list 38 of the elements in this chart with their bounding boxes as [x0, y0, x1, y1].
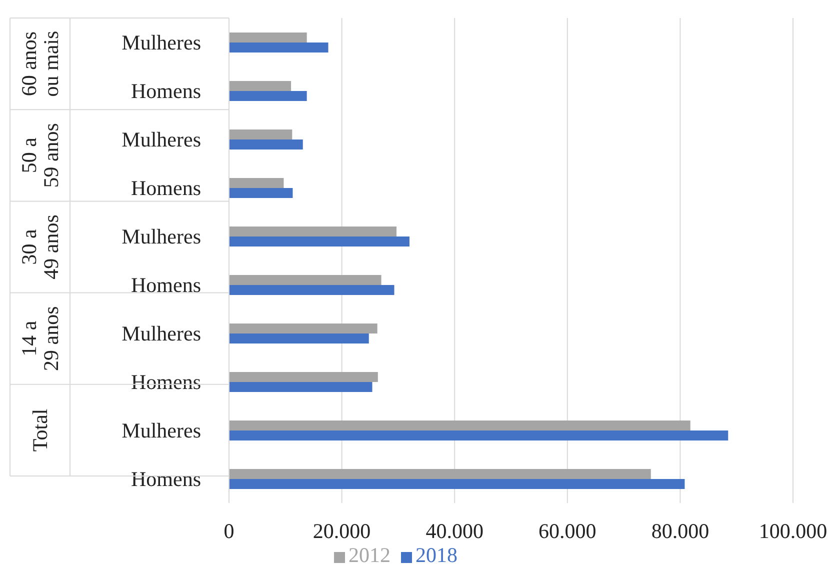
bar	[229, 140, 303, 150]
y-tick-label: Homens	[131, 79, 201, 104]
x-tick-label: 20.000	[312, 518, 371, 543]
y-tick-label: Mulheres	[122, 418, 201, 443]
y-tick-label: Homens	[131, 273, 201, 298]
legend-label: 2018	[416, 543, 458, 567]
bar	[229, 42, 328, 53]
x-tick-label: 60.000	[538, 518, 596, 543]
y-tick-label: Homens	[131, 176, 201, 200]
x-tick-label: 80.000	[651, 518, 710, 543]
bar	[229, 236, 410, 247]
y-tick-label: Mulheres	[122, 322, 201, 346]
bar	[229, 324, 378, 334]
bar	[229, 420, 690, 431]
y-tick-label: Mulheres	[122, 224, 201, 249]
bar	[229, 81, 292, 92]
bar	[229, 226, 397, 237]
bar	[229, 382, 372, 392]
x-tick-label: 0	[224, 518, 234, 543]
x-tick-label: 100.000	[758, 518, 828, 543]
bar	[229, 372, 378, 382]
bar	[229, 188, 293, 198]
y-tick-label: Homens	[131, 467, 201, 492]
bar	[229, 334, 369, 344]
bar	[229, 275, 382, 286]
x-tick-label: 40.000	[426, 518, 484, 543]
bar	[229, 178, 284, 188]
bar	[229, 430, 728, 441]
bar	[229, 285, 394, 296]
y-tick-label: Homens	[131, 370, 201, 394]
bar	[229, 91, 307, 102]
bar	[229, 32, 307, 43]
y-tick-label: Mulheres	[122, 30, 201, 55]
bar	[229, 130, 292, 140]
y-tick-label: Mulheres	[122, 128, 201, 152]
bar	[229, 469, 651, 480]
bar	[229, 479, 685, 490]
legend-label: 2012	[348, 543, 390, 567]
